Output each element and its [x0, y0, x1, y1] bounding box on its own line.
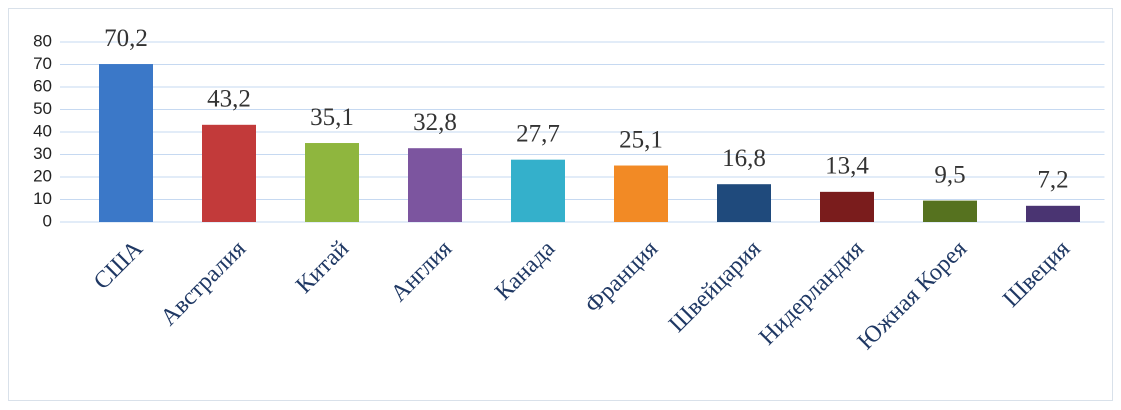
value-label: 27,7 [516, 120, 560, 147]
y-tick-label: 0 [43, 211, 52, 230]
y-tick-label: 30 [33, 144, 52, 163]
bar [614, 165, 668, 222]
bar [820, 191, 874, 222]
value-label: 32,8 [413, 109, 457, 136]
y-tick-label: 10 [33, 189, 52, 208]
value-label: 25,1 [619, 126, 663, 153]
bar [202, 124, 256, 222]
bar [305, 143, 359, 222]
y-tick-label: 50 [33, 99, 52, 118]
value-label: 35,1 [310, 104, 354, 131]
bar [511, 159, 565, 222]
value-label: 13,4 [825, 153, 869, 180]
y-tick-label: 60 [33, 76, 52, 95]
value-label: 43,2 [207, 86, 251, 113]
value-label: 7,2 [1037, 167, 1068, 194]
bar [923, 200, 977, 222]
value-label: 9,5 [934, 161, 965, 188]
bar [99, 64, 153, 222]
y-tick-label: 70 [33, 54, 52, 73]
y-tick-label: 20 [33, 166, 52, 185]
y-tick-label: 80 [33, 31, 52, 50]
y-tick-label: 40 [33, 121, 52, 140]
value-label: 16,8 [722, 145, 766, 172]
bar [717, 184, 771, 222]
bar [408, 148, 462, 222]
value-label: 70,2 [104, 25, 148, 52]
bar [1026, 205, 1080, 222]
